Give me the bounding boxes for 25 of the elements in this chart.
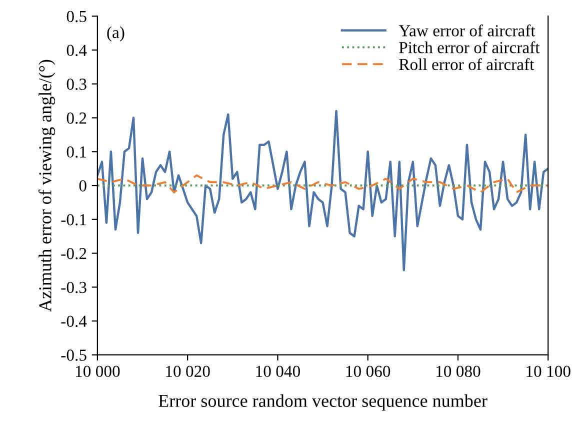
y-tick-label: -0.4 xyxy=(61,316,87,328)
legend-label: Yaw error of aircraft xyxy=(398,24,536,36)
legend-label: Pitch error of aircraft xyxy=(399,41,540,54)
x-tick-label: 10 000 xyxy=(76,366,120,378)
x-tick-label: 10 040 xyxy=(256,366,300,378)
x-axis-title: Error source random vector sequence number xyxy=(158,394,488,411)
y-tick-label: -0.2 xyxy=(61,248,86,260)
line-series xyxy=(97,110,548,272)
x-tick-label: 10 080 xyxy=(436,366,480,378)
y-tick-label: -0.3 xyxy=(61,282,86,294)
x-tick-label: 10 020 xyxy=(166,366,210,378)
y-tick-label: 0 xyxy=(79,180,86,192)
y-tick-label: 0.1 xyxy=(66,146,86,158)
annotation: (a) xyxy=(107,26,124,42)
y-tick-label: 0.2 xyxy=(66,112,86,124)
y-tick-label: -0.1 xyxy=(61,214,86,226)
x-tick-label: 10 100 xyxy=(526,366,570,378)
y-tick-label: 0.3 xyxy=(66,78,86,90)
y-axis-title: Azimuth error of viewing angle/(°) xyxy=(38,60,56,312)
y-tick-label: 0.4 xyxy=(66,44,87,56)
y-tick-label: -0.5 xyxy=(61,350,86,361)
line-series xyxy=(97,174,548,194)
x-tick-label: 10 060 xyxy=(346,366,390,378)
legend-label: Roll error of aircraft xyxy=(399,58,534,70)
y-tick-label: 0.5 xyxy=(66,10,86,22)
